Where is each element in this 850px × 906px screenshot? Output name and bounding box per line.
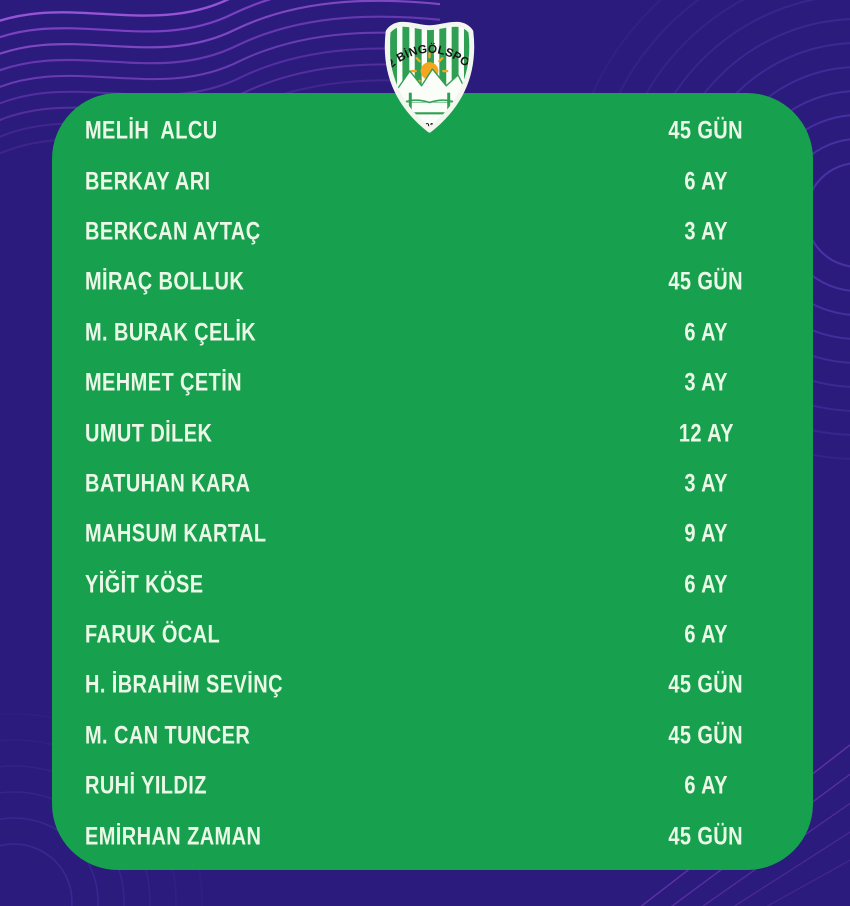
player-row: H. İBRAHİM SEVİNÇ 45 GÜN	[52, 660, 813, 710]
duration-cell: 45 GÜN	[600, 721, 812, 750]
duration-cell: 6 AY	[600, 621, 812, 650]
duration-cell: 6 AY	[600, 772, 812, 801]
duration-cell: 45 GÜN	[600, 671, 812, 700]
player-row: BATUHAN KARA 3 AY	[52, 459, 813, 509]
player-name: M. BURAK ÇELİK	[85, 318, 257, 347]
player-row: MELİH ALCU 45 GÜN	[52, 106, 813, 156]
duration-cell: 6 AY	[600, 167, 812, 196]
suspension-duration: 12 AY	[678, 419, 734, 448]
player-row: BERKAY ARI 6 AY	[52, 156, 813, 206]
suspension-duration: 45 GÜN	[668, 670, 744, 699]
player-name: MEHMET ÇETİN	[85, 368, 243, 397]
duration-cell: 12 AY	[600, 419, 812, 448]
player-name: BERKCAN AYTAÇ	[85, 217, 261, 246]
suspension-duration: 6 AY	[684, 570, 728, 599]
duration-cell: 45 GÜN	[600, 822, 812, 851]
player-row: M. BURAK ÇELİK 6 AY	[52, 308, 813, 358]
duration-cell: 3 AY	[600, 469, 812, 498]
player-row: RUHİ YILDIZ 6 AY	[52, 761, 813, 811]
player-name: UMUT DİLEK	[85, 419, 213, 448]
duration-cell: 3 AY	[600, 369, 812, 398]
player-row: M. CAN TUNCER 45 GÜN	[52, 711, 813, 761]
suspension-duration: 45 GÜN	[668, 267, 744, 296]
player-name: BERKAY ARI	[85, 167, 211, 196]
suspension-duration: 45 GÜN	[668, 721, 744, 750]
player-name: EMİRHAN ZAMAN	[85, 822, 262, 851]
player-name: RUHİ YILDIZ	[85, 771, 207, 800]
suspension-duration: 3 AY	[684, 368, 728, 397]
suspension-duration: 3 AY	[684, 469, 728, 498]
player-row: EMİRHAN ZAMAN 45 GÜN	[52, 811, 813, 861]
player-row: MİRAÇ BOLLUK 45 GÜN	[52, 257, 813, 307]
player-row: MEHMET ÇETİN 3 AY	[52, 358, 813, 408]
club-crest-icon: 2013 12 BİNGÖLSPOR	[376, 8, 483, 136]
duration-cell: 6 AY	[600, 318, 812, 347]
player-name: H. İBRAHİM SEVİNÇ	[85, 670, 283, 699]
player-row: UMUT DİLEK 12 AY	[52, 408, 813, 458]
duration-cell: 6 AY	[600, 570, 812, 599]
player-name: MELİH ALCU	[85, 116, 218, 145]
crest-year-label: 2013	[420, 121, 439, 131]
duration-cell: 45 GÜN	[600, 117, 812, 146]
suspension-duration: 45 GÜN	[668, 822, 744, 851]
duration-cell: 3 AY	[600, 217, 812, 246]
duration-cell: 9 AY	[600, 520, 812, 549]
suspension-list-panel: MELİH ALCU 45 GÜN BERKAY ARI 6 AY BERKCA…	[52, 93, 813, 870]
player-name: FARUK ÖCAL	[85, 620, 221, 649]
suspension-duration: 6 AY	[684, 771, 728, 800]
suspension-duration: 6 AY	[684, 318, 728, 347]
player-name: MİRAÇ BOLLUK	[85, 267, 245, 296]
suspension-duration: 6 AY	[684, 167, 728, 196]
suspension-duration: 45 GÜN	[668, 116, 744, 145]
player-name: MAHSUM KARTAL	[85, 519, 267, 548]
duration-cell: 45 GÜN	[600, 268, 812, 297]
player-name: M. CAN TUNCER	[85, 721, 251, 750]
suspension-duration: 6 AY	[684, 620, 728, 649]
player-name: YİĞİT KÖSE	[85, 570, 204, 599]
player-row: BERKCAN AYTAÇ 3 AY	[52, 207, 813, 257]
player-row: YİĞİT KÖSE 6 AY	[52, 560, 813, 610]
suspension-duration: 9 AY	[684, 519, 728, 548]
player-row: FARUK ÖCAL 6 AY	[52, 610, 813, 660]
player-row: MAHSUM KARTAL 9 AY	[52, 509, 813, 559]
player-name: BATUHAN KARA	[85, 469, 251, 498]
suspension-duration: 3 AY	[684, 217, 728, 246]
